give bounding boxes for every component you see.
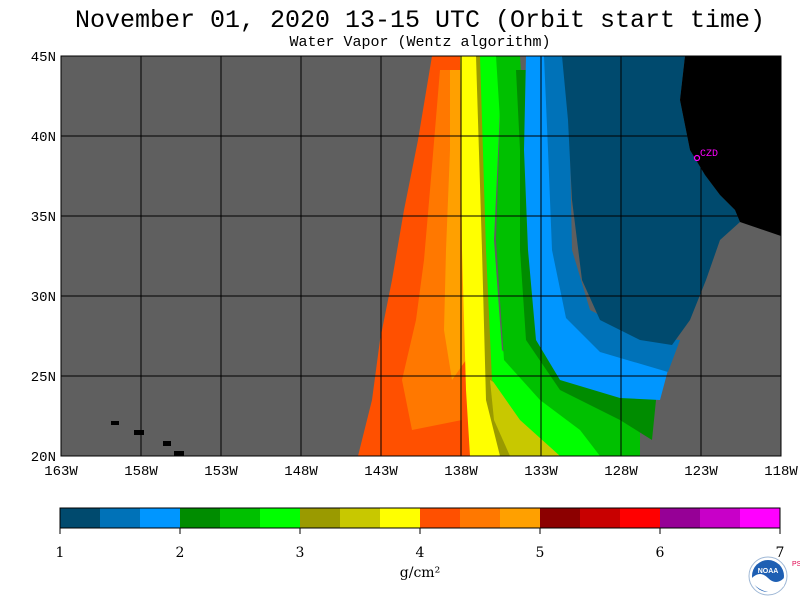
map-title: November 01, 2020 13-15 UTC (Orbit start… xyxy=(74,6,766,35)
colorbar xyxy=(60,508,781,528)
map-frame xyxy=(60,55,782,457)
colorbar-swatch xyxy=(660,508,701,528)
colorbar-swatch xyxy=(340,508,381,528)
station-label: CZD xyxy=(700,149,718,160)
colorbar-tick-label: 7 xyxy=(776,545,785,561)
lat-label: 25N xyxy=(31,370,56,386)
colorbar-swatch xyxy=(60,508,101,528)
swath-band-blue xyxy=(524,56,668,400)
colorbar-swatch xyxy=(460,508,501,528)
longitude-labels: 163W 158W 153W 148W 143W 138W 133W 128W 123W 118W xyxy=(44,464,798,480)
lon-label: 118W xyxy=(764,464,798,480)
map-subtitle: Water Vapor (Wentz algorithm) xyxy=(289,34,551,51)
lat-label: 20N xyxy=(31,450,56,466)
colorbar-swatch xyxy=(700,508,741,528)
colorbar-tick-label: 5 xyxy=(536,545,545,561)
colorbar-tick-label: 2 xyxy=(176,545,185,561)
colorbar-swatch xyxy=(220,508,261,528)
swath-band-dark-blue xyxy=(562,56,740,345)
lon-label: 158W xyxy=(124,464,158,480)
lon-label: 128W xyxy=(604,464,638,480)
colorbar-tick-label: 3 xyxy=(296,545,305,561)
latitude-labels: 45N 40N 35N 30N 25N 20N xyxy=(31,50,56,466)
colorbar-swatch xyxy=(500,508,541,528)
colorbar-swatch xyxy=(300,508,341,528)
lon-label: 163W xyxy=(44,464,78,480)
colorbar-tick-label: 4 xyxy=(416,545,425,561)
lon-label: 133W xyxy=(524,464,558,480)
colorbar-swatch xyxy=(260,508,301,528)
colorbar-ticks: 1 2 3 4 5 6 7 xyxy=(56,528,785,561)
colorbar-unit: g/cm² xyxy=(400,565,440,581)
swath-band-bright-green xyxy=(480,56,600,456)
hawaii-islands xyxy=(111,421,184,456)
lat-label: 40N xyxy=(31,130,56,146)
lat-label: 30N xyxy=(31,290,56,306)
lon-label: 123W xyxy=(684,464,718,480)
colorbar-swatch xyxy=(420,508,461,528)
logo-text: NOAA xyxy=(758,568,779,575)
colorbar-swatch xyxy=(380,508,421,528)
colorbar-swatch xyxy=(740,508,781,528)
colorbar-tick-label: 6 xyxy=(656,545,665,561)
colorbar-swatch xyxy=(180,508,221,528)
lon-label: 143W xyxy=(364,464,398,480)
lon-label: 148W xyxy=(284,464,318,480)
noaa-logo: NOAA xyxy=(748,556,788,596)
colorbar-tick-label: 1 xyxy=(56,545,65,561)
station-marker xyxy=(693,154,701,162)
land-coast xyxy=(680,56,781,236)
lon-label: 138W xyxy=(444,464,478,480)
colorbar-swatch xyxy=(540,508,581,528)
lon-label: 153W xyxy=(204,464,238,480)
graticule xyxy=(61,56,781,456)
psl-label: PSL xyxy=(792,561,800,568)
colorbar-swatch xyxy=(140,508,181,528)
colorbar-swatch xyxy=(580,508,621,528)
swath-band-mid-blue xyxy=(544,56,680,372)
swath-band-green xyxy=(496,56,640,456)
swath-layer xyxy=(358,56,740,456)
lat-label: 45N xyxy=(31,50,56,66)
swath-band-yellow xyxy=(460,56,520,456)
lat-label: 35N xyxy=(31,210,56,226)
colorbar-swatch xyxy=(100,508,141,528)
colorbar-swatch xyxy=(620,508,661,528)
